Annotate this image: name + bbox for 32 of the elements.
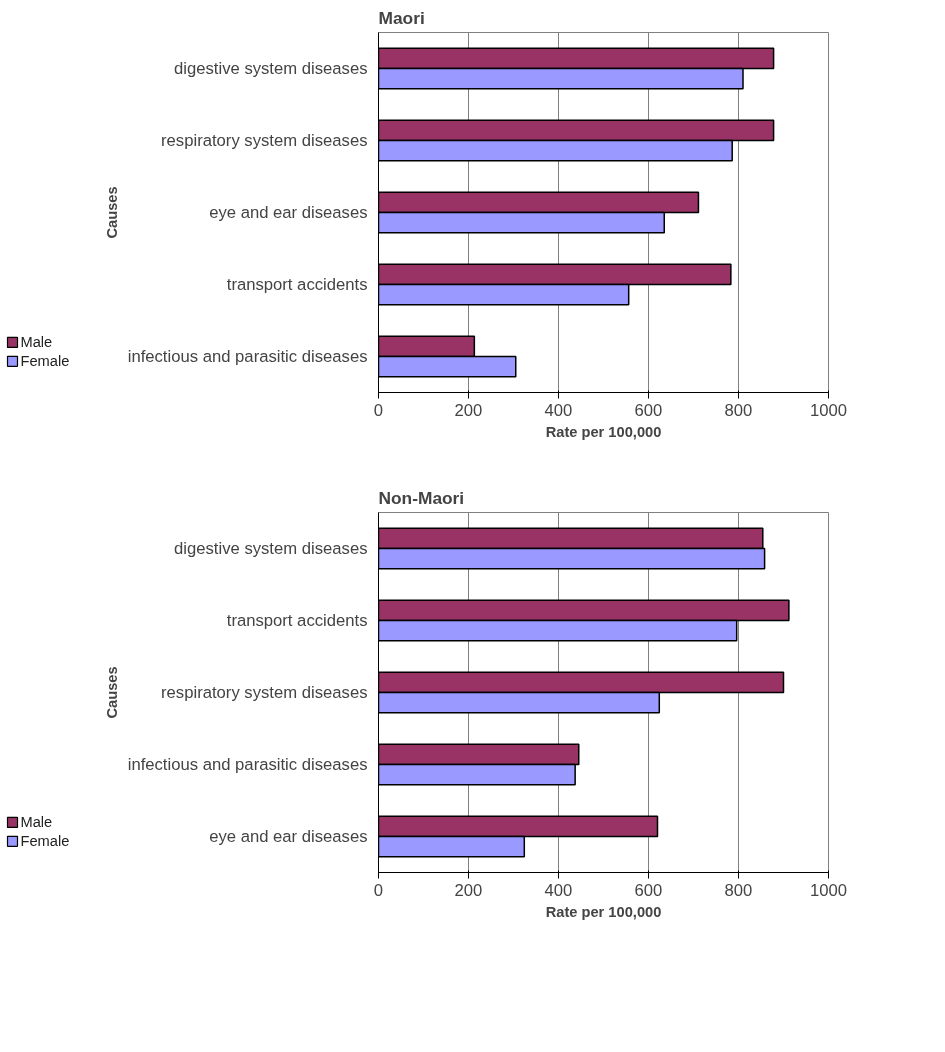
chart-title: Non-Maori bbox=[378, 487, 465, 508]
y-axis-title: Causes bbox=[103, 666, 120, 719]
legend-label: Female bbox=[20, 833, 70, 850]
y-tick-label: infectious and parasitic diseases bbox=[127, 755, 368, 774]
x-tick-label: 600 bbox=[634, 400, 663, 420]
y-tick-label: transport accidents bbox=[226, 611, 368, 630]
y-tick-label: infectious and parasitic diseases bbox=[127, 347, 368, 366]
x-tick-label: 1000 bbox=[809, 400, 848, 420]
x-tick-label: 800 bbox=[724, 880, 753, 900]
x-axis-title: Rate per 100,000 bbox=[545, 903, 662, 920]
y-axis-title: Causes bbox=[103, 186, 120, 239]
y-tick-label: digestive system diseases bbox=[174, 539, 368, 558]
x-axis-title: Rate per 100,000 bbox=[545, 423, 662, 440]
legend-label: Female bbox=[20, 353, 70, 370]
chart-title: Maori bbox=[378, 7, 425, 28]
y-tick-label: respiratory system diseases bbox=[161, 683, 368, 702]
y-tick-label: eye and ear diseases bbox=[209, 827, 368, 846]
y-tick-label: transport accidents bbox=[226, 275, 368, 294]
x-tick-label: 400 bbox=[544, 880, 573, 900]
x-tick-label: 600 bbox=[634, 880, 663, 900]
y-tick-label: digestive system diseases bbox=[174, 59, 368, 78]
x-tick-label: 0 bbox=[373, 880, 384, 900]
legend-label: Male bbox=[20, 334, 53, 351]
legend-label: Male bbox=[20, 814, 53, 831]
x-tick-label: 200 bbox=[454, 400, 483, 420]
x-tick-label: 400 bbox=[544, 400, 573, 420]
x-tick-label: 200 bbox=[454, 880, 483, 900]
y-tick-label: eye and ear diseases bbox=[209, 203, 368, 222]
x-tick-label: 800 bbox=[724, 400, 753, 420]
x-tick-label: 0 bbox=[373, 400, 384, 420]
y-tick-label: respiratory system diseases bbox=[161, 131, 368, 150]
x-tick-label: 1000 bbox=[809, 880, 848, 900]
